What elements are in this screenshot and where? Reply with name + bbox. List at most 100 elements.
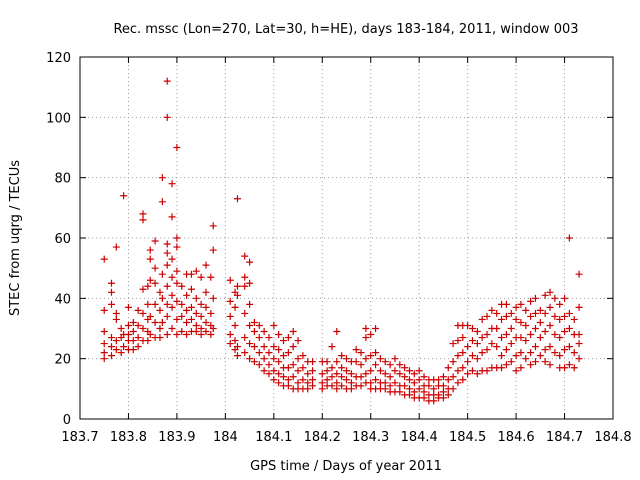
data-point [299, 376, 307, 384]
y-tick-label: 120 [46, 51, 71, 66]
data-point [318, 379, 326, 387]
data-point [112, 337, 120, 345]
data-point [546, 321, 554, 329]
data-point [323, 367, 331, 375]
data-point [107, 288, 115, 296]
data-point [357, 373, 365, 381]
data-point [362, 355, 370, 363]
data-point [517, 364, 525, 372]
data-point [541, 346, 549, 354]
data-point [241, 282, 249, 290]
data-point [183, 306, 191, 314]
data-point [250, 328, 258, 336]
data-point [478, 334, 486, 342]
data-point [156, 288, 164, 296]
x-tick-label: 184.7 [546, 430, 583, 445]
data-point [129, 337, 137, 345]
data-point [439, 394, 447, 402]
data-point [178, 300, 186, 308]
data-point [158, 294, 166, 302]
data-point [134, 306, 142, 314]
data-point [124, 303, 132, 311]
data-point [381, 370, 389, 378]
data-point [209, 294, 217, 302]
data-point [517, 349, 525, 357]
x-tick-label: 184 [213, 430, 238, 445]
data-point [255, 321, 263, 329]
data-point [454, 367, 462, 375]
data-point [483, 312, 491, 320]
data-point [347, 385, 355, 393]
data-point [464, 343, 472, 351]
data-point [527, 297, 535, 305]
data-point [304, 379, 312, 387]
data-point [396, 370, 404, 378]
data-point [468, 325, 476, 332]
data-point [507, 340, 515, 348]
data-point [323, 358, 331, 366]
data-point [178, 312, 186, 320]
data-point [459, 364, 467, 372]
data-point [362, 325, 370, 332]
data-point [449, 340, 457, 348]
data-point [333, 370, 341, 378]
data-point [139, 216, 147, 224]
data-point [117, 349, 125, 357]
data-point [531, 325, 539, 332]
data-point [483, 346, 491, 354]
data-point [144, 282, 152, 290]
plot-frame [79, 56, 614, 420]
data-point [439, 388, 447, 396]
y-axis-label: STEC from uqrg / TECUs [8, 160, 23, 316]
data-point [156, 325, 164, 332]
data-point [156, 306, 164, 314]
data-point [112, 309, 120, 317]
data-point [338, 364, 346, 372]
data-point [338, 373, 346, 381]
data-point [328, 364, 336, 372]
data-point [347, 370, 355, 378]
data-point [449, 373, 457, 381]
data-point [405, 376, 413, 384]
data-point [124, 331, 132, 339]
data-point [289, 373, 297, 381]
data-point [168, 213, 176, 221]
data-point [202, 318, 210, 326]
data-point [405, 391, 413, 399]
x-tick-label: 184.3 [352, 430, 389, 445]
data-point [265, 334, 273, 342]
x-tick-label: 184.4 [401, 430, 438, 445]
data-point [381, 358, 389, 366]
data-point [241, 273, 249, 281]
data-point [168, 325, 176, 332]
data-point [468, 337, 476, 345]
data-point [100, 306, 108, 314]
data-point [493, 309, 501, 317]
data-points [100, 77, 583, 405]
data-point [197, 300, 205, 308]
data-point [502, 300, 510, 308]
data-point [401, 373, 409, 381]
data-point [233, 343, 241, 351]
data-point [420, 373, 428, 381]
data-point [478, 349, 486, 357]
data-point [565, 343, 573, 351]
data-point [209, 325, 217, 332]
data-point [146, 331, 154, 339]
data-point [459, 349, 467, 357]
data-point [498, 334, 506, 342]
data-point [517, 318, 525, 326]
data-point [531, 309, 539, 317]
data-point [415, 385, 423, 393]
data-point [183, 331, 191, 339]
data-point [158, 174, 166, 182]
data-point [449, 385, 457, 393]
data-point [107, 334, 115, 342]
data-point [241, 334, 249, 342]
data-point [209, 246, 217, 254]
data-point [575, 303, 583, 311]
data-point [117, 325, 125, 332]
data-point [134, 334, 142, 342]
data-point [333, 385, 341, 393]
data-point [139, 325, 147, 332]
